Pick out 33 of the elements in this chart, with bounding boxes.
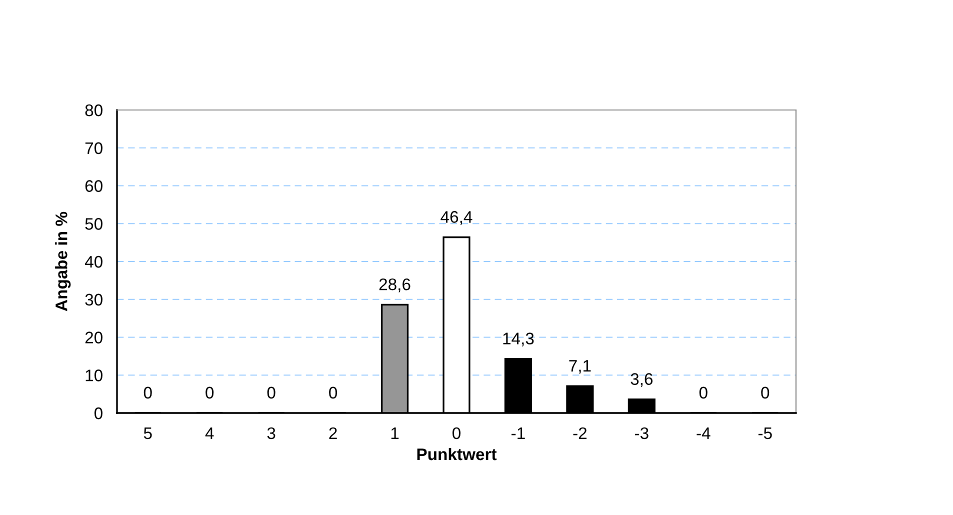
x-tick-label: 3 (267, 427, 276, 440)
y-tick-label: 40 (84, 256, 102, 268)
y-tick-label: 70 (85, 142, 102, 154)
y-tick-label: 50 (85, 218, 102, 230)
x-tick-label: 5 (144, 428, 152, 440)
y-tick-label: 0 (94, 407, 102, 420)
y-tick-label: 80 (85, 104, 102, 116)
x-tick-label: 1 (391, 428, 399, 439)
data-label: 0 (761, 386, 770, 399)
data-label: 46,4 (440, 211, 472, 225)
data-label: 28,6 (379, 278, 410, 292)
data-label: 7,1 (569, 360, 591, 374)
data-label: 0 (267, 386, 276, 399)
x-tick-label: -2 (573, 427, 587, 439)
data-label: 0 (144, 386, 152, 399)
y-tick-label: 20 (85, 332, 102, 344)
data-label: 0 (699, 386, 708, 399)
x-tick-label: -3 (635, 427, 648, 440)
x-tick-label: 2 (329, 427, 337, 439)
x-tick-label: 0 (452, 427, 460, 440)
x-tick-label: -5 (758, 428, 772, 440)
y-axis-title: Angabe in % (55, 212, 71, 312)
data-label: 3,6 (630, 373, 653, 387)
data-label: 14,3 (503, 332, 534, 346)
y-tick-label: 10 (86, 370, 102, 382)
x-tick-label: 4 (205, 428, 214, 439)
x-tick-label: -1 (512, 428, 525, 439)
x-tick-label: -4 (696, 428, 710, 439)
x-axis-title: Punktwert (417, 448, 497, 460)
y-tick-label: 60 (85, 180, 102, 192)
data-label: 0 (329, 386, 338, 399)
y-tick-label: 30 (85, 294, 102, 306)
data-label: 0 (206, 386, 214, 399)
